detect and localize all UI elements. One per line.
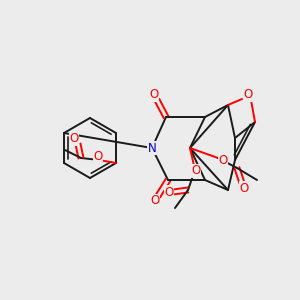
Text: O: O (150, 194, 160, 208)
Text: O: O (239, 182, 249, 194)
Text: O: O (191, 164, 201, 178)
Text: O: O (149, 88, 159, 101)
Text: O: O (218, 154, 228, 166)
Text: O: O (164, 185, 174, 199)
Text: O: O (69, 133, 79, 146)
Text: O: O (93, 149, 103, 163)
Text: O: O (243, 88, 253, 101)
Text: N: N (148, 142, 156, 154)
